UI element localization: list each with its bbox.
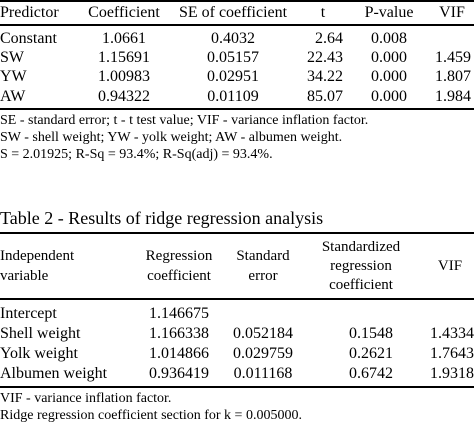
table1-cell: 1.807 bbox=[435, 68, 471, 85]
table1-header-coefficient: Coefficient bbox=[88, 4, 160, 21]
table1-cell: 85.07 bbox=[307, 88, 343, 105]
table1-header-se: SE of coefficient bbox=[178, 4, 288, 21]
table2-cell: 1.166338 bbox=[149, 325, 209, 342]
table1-cell: 0.02951 bbox=[207, 68, 259, 85]
table1-cell: 2.64 bbox=[315, 30, 343, 47]
table2-note: Ridge regression coefficient section for… bbox=[0, 408, 302, 423]
table2-header-stdcoef-line3: coefficient bbox=[329, 277, 393, 293]
table1-top-rule bbox=[0, 0, 474, 2]
table2-cell: 0.011168 bbox=[233, 365, 293, 382]
table2-header-stderr-line2: error bbox=[248, 268, 278, 284]
table1-cell: YW bbox=[0, 68, 27, 85]
table2-note: VIF - variance inflation factor. bbox=[0, 391, 172, 406]
table2-header-variable-line1: Independent bbox=[0, 248, 75, 264]
table2-header-regcoef-line1: Regression bbox=[145, 248, 213, 264]
table1-bottom-rule bbox=[0, 108, 474, 110]
table2-cell: 0.1548 bbox=[349, 325, 393, 342]
table2-header-regcoef-line2: coefficient bbox=[147, 268, 211, 284]
table1-cell: 1.0661 bbox=[102, 30, 146, 47]
table2-cell: 0.2621 bbox=[349, 345, 393, 362]
table1-cell: 1.984 bbox=[435, 88, 471, 105]
table1-cell: 0.05157 bbox=[207, 49, 259, 66]
table1-cell: 1.15691 bbox=[98, 49, 150, 66]
table1-note: SE - standard error; t - t test value; V… bbox=[0, 113, 369, 128]
table2-cell: 0.936419 bbox=[149, 365, 209, 382]
table1-header-pvalue: P-value bbox=[364, 4, 414, 21]
table1-cell: 34.22 bbox=[307, 68, 343, 85]
table1-cell: 0.000 bbox=[371, 68, 407, 85]
table2-header-stdcoef-line2: regression bbox=[330, 258, 392, 274]
table1-cell: AW bbox=[0, 88, 26, 105]
table2-cell: 1.014866 bbox=[149, 345, 209, 362]
table2-header-stderr-line1: Standard bbox=[236, 248, 290, 264]
table2-cell: 1.4334 bbox=[430, 325, 474, 342]
table1-header-vif: VIF bbox=[439, 4, 465, 21]
table2-cell: 0.052184 bbox=[233, 325, 293, 342]
table1-cell: 0.94322 bbox=[98, 88, 150, 105]
table1-header-t: t bbox=[320, 4, 326, 21]
table2-cell: 1.7643 bbox=[430, 345, 474, 362]
table1-cell: 0.01109 bbox=[207, 88, 259, 105]
table1-header-predictor: Predictor bbox=[0, 4, 59, 21]
table1-cell: 0.000 bbox=[371, 49, 407, 66]
table1-note: S = 2.01925; R-Sq = 93.4%; R-Sq(adj) = 9… bbox=[0, 147, 273, 162]
table2-bottom-rule bbox=[0, 386, 474, 388]
table1-header-rule bbox=[0, 24, 474, 26]
table1-cell: 0.008 bbox=[371, 30, 407, 47]
table1-cell: SW bbox=[0, 49, 24, 66]
table2-top-rule bbox=[0, 232, 474, 234]
table1-cell: 0.000 bbox=[371, 88, 407, 105]
table2-cell: Albumen weight bbox=[0, 365, 108, 382]
table1-cell: 1.00983 bbox=[98, 68, 150, 85]
table1-cell: 0.4032 bbox=[211, 30, 255, 47]
table2-header-stdcoef-line1: Standardized bbox=[321, 239, 401, 255]
table2-title: Table 2 - Results of ridge regression an… bbox=[0, 208, 324, 228]
table2-header-rule bbox=[0, 298, 474, 300]
table2-cell: Shell weight bbox=[0, 325, 81, 342]
table1-note: SW - shell weight; YW - yolk weight; AW … bbox=[0, 130, 343, 145]
table2-cell: 0.029759 bbox=[233, 345, 293, 362]
table1-cell: 1.459 bbox=[435, 49, 471, 66]
table2-cell: Yolk weight bbox=[0, 345, 78, 362]
table1-cell: Constant bbox=[0, 30, 57, 47]
table2-header-variable-line2: variable bbox=[0, 268, 49, 284]
table2-cell: 1.146675 bbox=[149, 305, 209, 322]
table2-cell: 1.9318 bbox=[430, 365, 474, 382]
table2-header-vif: VIF bbox=[437, 258, 463, 274]
table1-cell: 22.43 bbox=[307, 49, 343, 66]
table2-cell: Intercept bbox=[0, 305, 57, 322]
table2-cell: 0.6742 bbox=[349, 365, 393, 382]
